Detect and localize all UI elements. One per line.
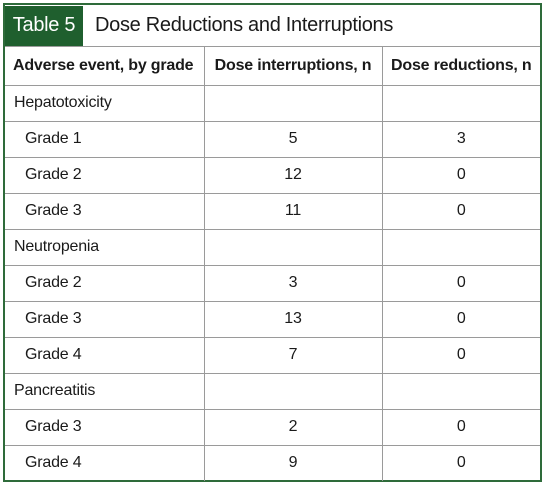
- table-number-tag: Table 5: [5, 5, 83, 46]
- empty-cell: [381, 84, 540, 122]
- column-header-dose-interruptions: Dose interruptions, n: [203, 47, 383, 86]
- header-row: Adverse event, by grade Dose interruptio…: [5, 47, 540, 86]
- interruptions-cell: 13: [203, 300, 383, 338]
- interruptions-cell: 2: [203, 408, 383, 446]
- dose-table: Adverse event, by grade Dose interruptio…: [5, 47, 540, 481]
- table-row: Grade 2 3 0: [5, 264, 540, 302]
- grade-label: Grade 4: [5, 336, 205, 374]
- empty-cell: [203, 372, 383, 410]
- empty-cell: [203, 84, 383, 122]
- empty-cell: [381, 228, 540, 266]
- grade-label: Grade 2: [5, 156, 205, 194]
- column-header-dose-reductions: Dose reductions, n: [381, 47, 540, 86]
- table-frame: Table 5 Dose Reductions and Interruption…: [3, 3, 542, 482]
- reductions-cell: 0: [381, 444, 540, 481]
- table-row: Grade 1 5 3: [5, 120, 540, 158]
- interruptions-cell: 7: [203, 336, 383, 374]
- interruptions-cell: 9: [203, 444, 383, 481]
- table-title-bar: Table 5 Dose Reductions and Interruption…: [5, 5, 540, 47]
- group-row: Neutropenia: [5, 228, 540, 266]
- empty-cell: [203, 228, 383, 266]
- table-row: Grade 3 11 0: [5, 192, 540, 230]
- interruptions-cell: 5: [203, 120, 383, 158]
- reductions-cell: 0: [381, 336, 540, 374]
- group-row: Hepatotoxicity: [5, 84, 540, 122]
- interruptions-cell: 3: [203, 264, 383, 302]
- group-row: Pancreatitis: [5, 372, 540, 410]
- group-label: Hepatotoxicity: [5, 84, 205, 122]
- grade-label: Grade 3: [5, 408, 205, 446]
- table-row: Grade 4 7 0: [5, 336, 540, 374]
- reductions-cell: 3: [381, 120, 540, 158]
- column-header-adverse-event: Adverse event, by grade: [5, 47, 205, 86]
- grade-label: Grade 1: [5, 120, 205, 158]
- grade-label: Grade 3: [5, 300, 205, 338]
- reductions-cell: 0: [381, 156, 540, 194]
- grade-label: Grade 4: [5, 444, 205, 481]
- table-row: Grade 3 2 0: [5, 408, 540, 446]
- table-row: Grade 4 9 0: [5, 444, 540, 481]
- table-row: Grade 2 12 0: [5, 156, 540, 194]
- reductions-cell: 0: [381, 192, 540, 230]
- interruptions-cell: 11: [203, 192, 383, 230]
- table-title: Dose Reductions and Interruptions: [95, 14, 394, 36]
- reductions-cell: 0: [381, 408, 540, 446]
- grade-label: Grade 2: [5, 264, 205, 302]
- group-label: Neutropenia: [5, 228, 205, 266]
- group-label: Pancreatitis: [5, 372, 205, 410]
- empty-cell: [381, 372, 540, 410]
- reductions-cell: 0: [381, 264, 540, 302]
- reductions-cell: 0: [381, 300, 540, 338]
- table-row: Grade 3 13 0: [5, 300, 540, 338]
- grade-label: Grade 3: [5, 192, 205, 230]
- interruptions-cell: 12: [203, 156, 383, 194]
